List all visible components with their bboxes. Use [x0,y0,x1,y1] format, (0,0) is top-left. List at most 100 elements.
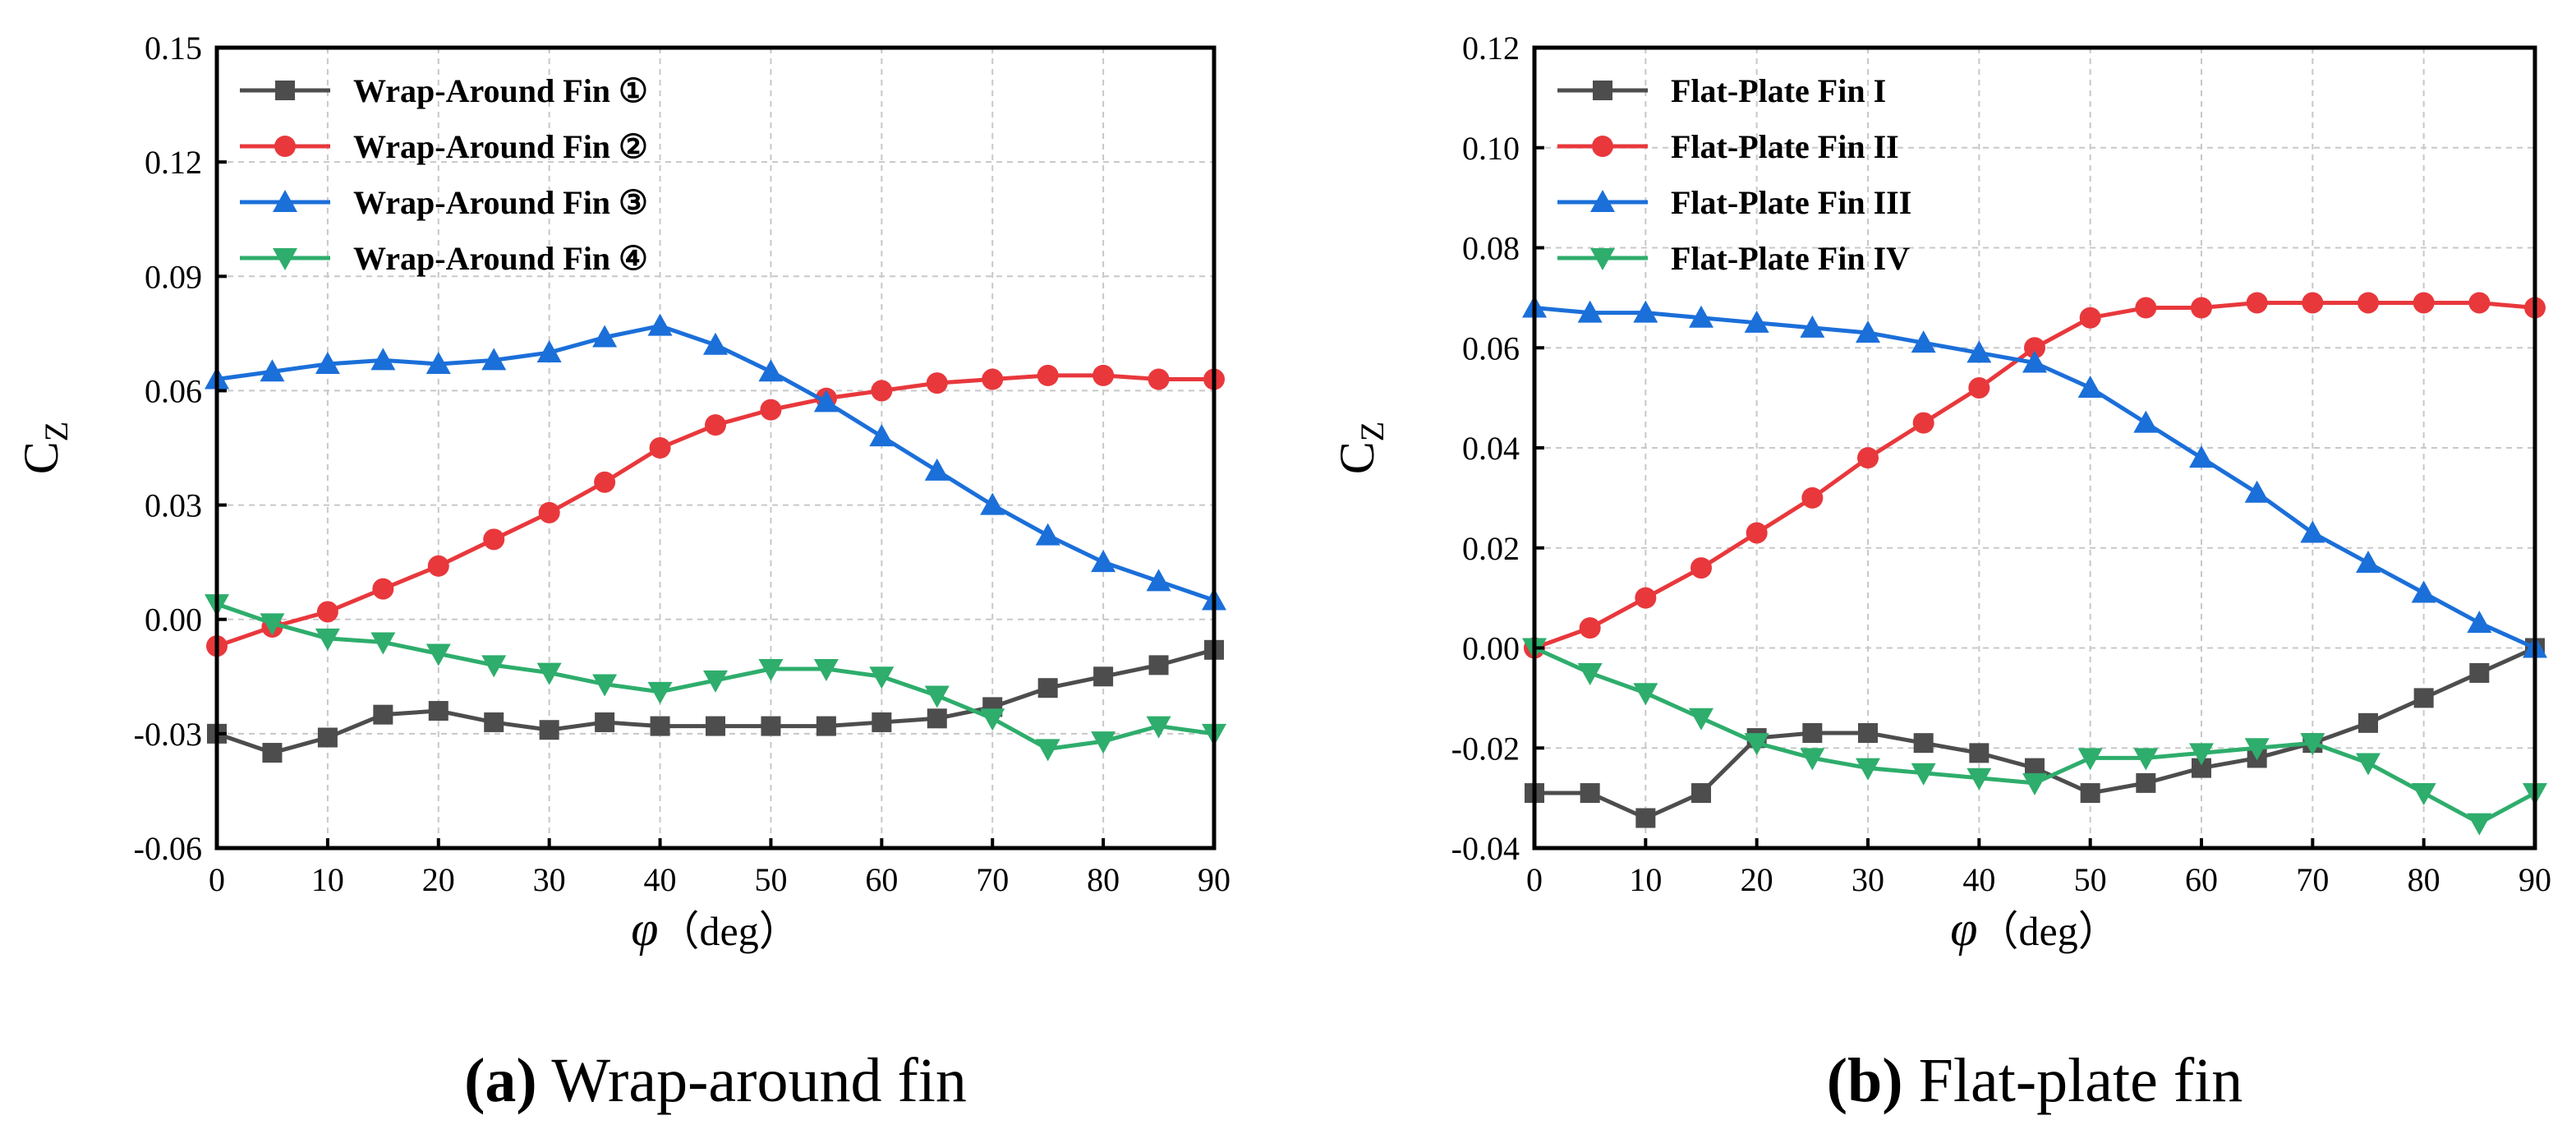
series-2 [206,364,1225,657]
data-point [1911,330,1936,353]
data-point [1577,662,1603,685]
data-point [2246,292,2268,314]
legend-label: Flat-Plate Fin II [1671,128,1899,165]
x-tick-label: 60 [2185,861,2218,898]
y-tick-label: 0.02 [1462,530,1520,567]
y-axis-label-subscript: Z [1354,422,1391,441]
series-1 [207,639,1224,763]
y-tick-label: -0.02 [1451,730,1520,767]
y-tick-label: 0.06 [1462,330,1520,367]
data-point [761,716,781,736]
x-tick-label: 20 [422,861,455,898]
data-point [1912,412,1934,434]
legend-label: Wrap-Around Fin ④ [353,240,648,277]
data-point [1093,666,1114,687]
data-point [370,348,396,371]
data-point [2022,350,2047,373]
data-point [539,720,559,740]
data-point [1800,748,1825,771]
data-point [2189,743,2214,766]
data-point [1969,743,1990,763]
legend-marker [275,81,295,100]
x-tick-label: 10 [1629,861,1662,898]
data-point [2413,688,2434,708]
legend: Flat-Plate Fin I Flat-Plate Fin II Flat-Pl… [1557,72,1911,277]
data-point [760,399,782,421]
data-point [1037,678,1058,698]
data-point [1035,739,1060,762]
data-point [1035,523,1060,546]
data-point [1690,557,1712,579]
data-point [2411,783,2436,806]
data-point [869,424,895,447]
data-point [426,643,451,666]
legend-item: Flat-Plate Fin II [1557,128,1899,165]
data-point [372,578,394,600]
data-point [427,555,449,577]
data-point [2133,410,2159,433]
data-point [980,492,1005,515]
x-tick-label: 60 [865,861,898,898]
x-tick-label: 50 [754,861,787,898]
data-point [1091,731,1116,754]
caption-text: Flat-plate fin [1903,1046,2243,1115]
data-point [1744,733,1769,756]
data-point [2080,783,2100,804]
data-point [1689,305,1714,328]
x-tick-label: 70 [976,861,1009,898]
y-tick-label: 0.10 [1462,130,1520,167]
legend-item: Flat-Plate Fin I [1557,72,1886,109]
x-tick-label: 40 [644,861,677,898]
legend-item: Flat-Plate Fin III [1557,184,1911,221]
data-point [2022,772,2047,795]
legend-marker [1590,190,1615,212]
data-point [370,632,396,655]
panel-a: 0 10 20 30 40 50 60 70 80 90 -0.06 -0.03 0.00 0.03 0.0… [14,30,1230,1115]
x-axis-label: φ（deg） [631,901,799,956]
x-tick-label: 30 [533,861,566,898]
legend-label: Flat-Plate Fin I [1671,72,1886,109]
y-tick-label: 0.06 [145,372,202,409]
data-point [484,712,504,732]
data-point [2077,748,2103,771]
data-point [1092,364,1115,386]
caption-text: Wrap-around fin [537,1046,967,1115]
y-tick-label: 0.12 [145,144,202,181]
x-axis-label: φ（deg） [1950,901,2118,956]
legend-label: Flat-Plate Fin III [1671,184,1911,221]
y-tick-label: 0.08 [1462,230,1520,267]
x-tick-label: 40 [1962,861,1995,898]
data-point [1966,768,1992,791]
x-axis-label-symbol: φ [631,901,658,956]
data-point [1744,310,1769,333]
data-point [481,348,507,371]
data-point [2133,748,2159,771]
data-point [872,712,892,732]
data-point [1635,808,1656,828]
x-axis-label-symbol: φ [1950,901,1977,956]
data-point [2136,772,2156,793]
data-point [2468,292,2491,314]
data-point [260,359,285,382]
legend-label: Wrap-Around Fin ③ [353,184,648,221]
data-point [1913,733,1934,754]
figure-caption: (a) Wrap-around fin [464,1046,967,1115]
data-point [813,390,839,413]
data-point [317,727,338,748]
x-tick-label: 30 [1852,861,1884,898]
x-tick-label: 90 [1198,861,1230,898]
data-point [1856,758,1880,781]
series-line [1533,646,2537,826]
series-4 [1522,638,2547,836]
data-point [1911,763,1936,786]
caption-letter: (b) [1827,1046,1903,1115]
legend-item: Wrap-Around Fin ① [240,72,648,109]
legend-label: Flat-Plate Fin IV [1671,240,1910,277]
series-3 [205,313,1226,611]
data-point [647,681,673,704]
data-point [1856,320,1880,343]
grid [217,48,1214,848]
x-tick-label: 80 [2408,861,2440,898]
x-tick-label: 80 [1087,861,1120,898]
